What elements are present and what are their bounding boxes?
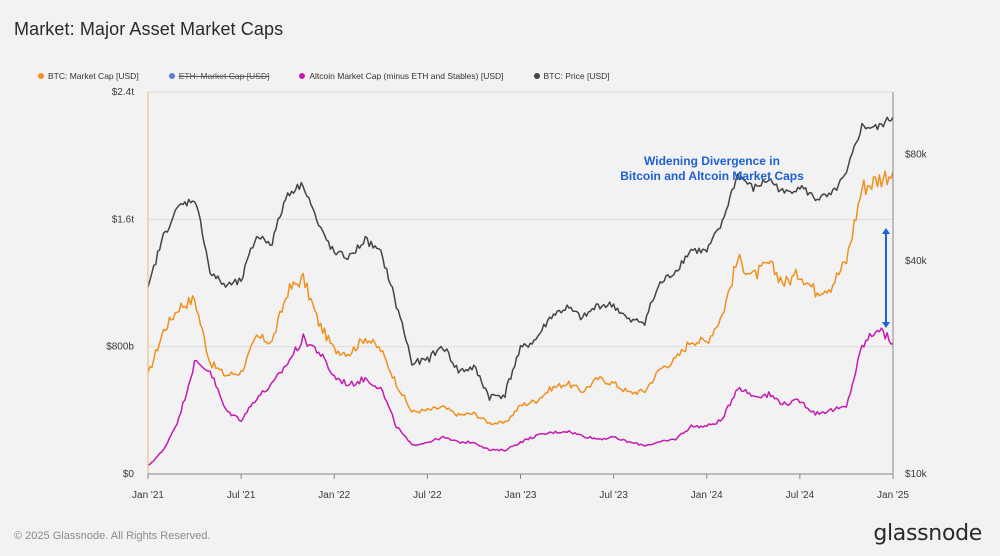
y-right-tick-label: $40k xyxy=(905,256,928,267)
x-tick-label: Jul '21 xyxy=(227,490,256,501)
arrow-up-icon xyxy=(882,228,890,234)
y-left-tick-label: $0 xyxy=(123,469,135,480)
copyright-text: © 2025 Glassnode. All Rights Reserved. xyxy=(14,530,211,542)
legend-dot-icon xyxy=(533,73,540,79)
legend-label: BTC: Market Cap [USD] xyxy=(48,71,139,81)
x-tick-label: Jan '21 xyxy=(132,490,164,501)
x-tick-label: Jan '24 xyxy=(691,490,723,501)
arrow-down-icon xyxy=(882,322,890,328)
y-left-tick-label: $1.6t xyxy=(112,214,134,225)
legend-label: BTC: Price [USD] xyxy=(543,71,610,81)
x-tick-label: Jul '23 xyxy=(599,490,628,501)
chart-title: Market: Major Asset Market Caps xyxy=(14,19,284,39)
annotation-line-1: Widening Divergence in xyxy=(644,154,780,168)
series-line-btc-market-cap-usd- xyxy=(147,170,894,426)
y-right-tick-label: $80k xyxy=(905,149,928,160)
y-left-tick-label: $2.4t xyxy=(112,87,134,98)
legend-label: ETH: Market Cap [USD] xyxy=(178,71,270,81)
series-line-btc-price-usd- xyxy=(147,116,894,402)
y-left-tick-label: $800b xyxy=(106,342,134,353)
chart-plot-area: $0 $800b $1.6t $2.4t $10k $40k $80k Jan '21 Jul … xyxy=(106,87,928,501)
legend-label: Altcoin Market Cap (minus ETH and Stable… xyxy=(309,71,504,81)
legend-item-btc-market-cap[interactable]: BTC: Market Cap [USD] xyxy=(38,71,139,81)
legend-item-altcoin-market-cap[interactable]: Altcoin Market Cap (minus ETH and Stable… xyxy=(299,71,504,81)
annotation-line-2: Bitcoin and Altcoin Market Caps xyxy=(620,169,804,183)
x-tick-label: Jul '24 xyxy=(786,490,815,501)
legend-item-btc-price[interactable]: BTC: Price [USD] xyxy=(533,71,610,81)
x-tick-label: Jul '22 xyxy=(413,490,442,501)
x-tick-label: Jan '25 xyxy=(877,490,909,501)
legend-dot-icon xyxy=(299,73,306,79)
series-line-altcoin-market-cap-minus-eth-and-stables-usd- xyxy=(147,327,894,466)
legend-dot-icon xyxy=(168,73,175,79)
x-tick-label: Jan '22 xyxy=(318,490,350,501)
y-right-tick-label: $10k xyxy=(905,469,928,480)
legend-dot-icon xyxy=(38,73,44,79)
x-tick-label: Jan '23 xyxy=(505,490,537,501)
chart-legend: BTC: Market Cap [USD] ETH: Market Cap [U… xyxy=(38,71,640,81)
legend-item-eth-market-cap[interactable]: ETH: Market Cap [USD] xyxy=(168,71,270,81)
glassnode-logo: glassnode xyxy=(873,521,982,546)
